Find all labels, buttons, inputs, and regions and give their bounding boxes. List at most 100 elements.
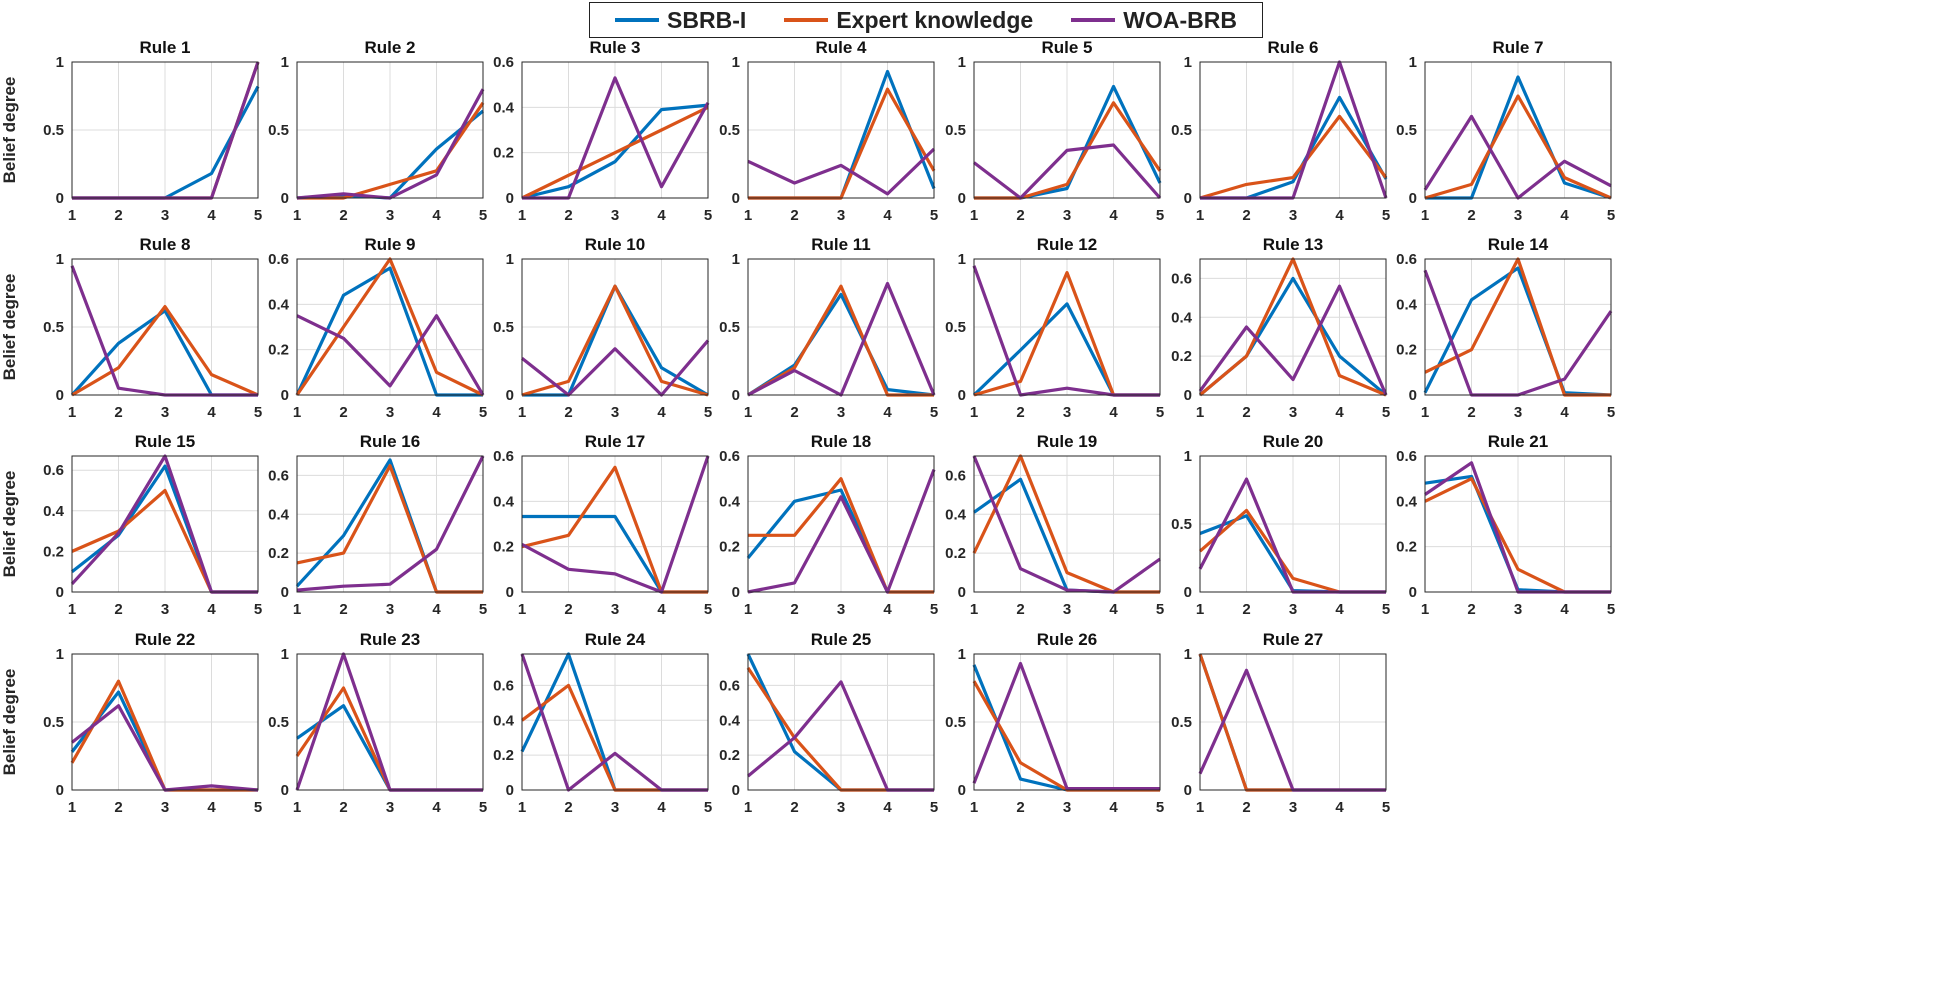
y-axis-label: Belief degree (0, 471, 19, 578)
x-tick-label: 5 (1382, 207, 1390, 224)
series-line (521, 103, 709, 200)
series-line (973, 143, 1162, 200)
x-tick-label: 5 (479, 207, 487, 224)
y-tick-label: 1 (1184, 646, 1192, 663)
y-tick-label: 1 (958, 646, 966, 663)
x-tick-label: 5 (1382, 601, 1390, 618)
x-tick-label: 2 (564, 601, 572, 618)
x-tick-label: 4 (1560, 601, 1569, 618)
x-tick-label: 1 (293, 207, 301, 224)
subplot: 1 2 3 4 5 0 0.2 0.4 0.6 Rule 19 (945, 432, 1164, 618)
x-tick-label: 4 (1109, 207, 1118, 224)
subplot: 1 2 3 4 5 0 0.2 0.4 0.6 Rule 25 (719, 630, 938, 816)
x-tick-label: 2 (790, 799, 798, 816)
axes-box (296, 653, 484, 791)
y-tick-label: 0 (958, 387, 966, 404)
y-tick-label: 0.6 (268, 251, 289, 268)
x-tick-label: 5 (1607, 601, 1615, 618)
x-tick-label: 3 (1514, 207, 1522, 224)
y-tick-label: 0.2 (493, 145, 514, 162)
x-tick-label: 1 (1421, 601, 1429, 618)
y-tick-label: 0.5 (43, 122, 64, 139)
x-tick-label: 3 (837, 207, 845, 224)
x-tick-label: 3 (161, 601, 169, 618)
y-tick-label: 0.4 (493, 712, 515, 729)
y-tick-label: 0.2 (945, 545, 966, 562)
y-tick-label: 0.6 (43, 462, 64, 479)
y-tick-label: 0.6 (1171, 270, 1192, 287)
legend-label: SBRB-I (667, 6, 747, 33)
y-tick-label: 0.4 (268, 506, 290, 523)
legend-item: WOA-BRB (1071, 7, 1237, 34)
axes-box (296, 258, 484, 396)
subplot-title: Rule 5 (1041, 38, 1092, 57)
x-tick-label: 3 (1289, 404, 1297, 421)
y-tick-label: 0.4 (268, 296, 290, 313)
x-tick-label: 2 (1242, 404, 1250, 421)
subplot-title: Rule 10 (585, 235, 645, 254)
x-tick-label: 5 (479, 404, 487, 421)
y-tick-label: 1 (281, 646, 289, 663)
x-tick-label: 1 (518, 799, 526, 816)
y-tick-label: 0.6 (719, 448, 740, 465)
subplot-title: Rule 22 (135, 630, 195, 649)
y-tick-label: 0.6 (493, 54, 514, 71)
subplot: 1 2 3 4 5 0 0.5 1 Rule 26 (945, 630, 1164, 816)
axes-box (1424, 455, 1612, 593)
subplot-title: Rule 6 (1267, 38, 1318, 57)
subplot-title: Rule 8 (139, 235, 190, 254)
x-tick-label: 5 (1607, 207, 1615, 224)
subplot: 1 2 3 4 5 0 0.2 0.4 0.6 Rule 18 (719, 432, 938, 618)
y-tick-label: 0.5 (43, 714, 64, 731)
y-tick-label: 0.6 (1396, 251, 1417, 268)
x-tick-label: 4 (432, 601, 441, 618)
legend-swatch (1071, 18, 1116, 22)
y-tick-label: 0.4 (493, 493, 515, 510)
y-tick-label: 0 (281, 584, 289, 601)
y-tick-label: 0.4 (493, 99, 515, 116)
y-tick-label: 0 (732, 387, 740, 404)
y-tick-label: 0.2 (268, 342, 289, 359)
axes-box (296, 455, 484, 593)
x-tick-label: 1 (68, 799, 76, 816)
series-line (296, 314, 485, 396)
series-line (71, 305, 259, 397)
y-tick-label: 0.2 (268, 545, 289, 562)
y-axis-label: Belief degree (0, 274, 19, 381)
x-tick-label: 4 (1335, 601, 1344, 618)
series-line (747, 147, 936, 196)
axes-box (747, 653, 935, 791)
subplot-title: Rule 21 (1488, 432, 1548, 451)
axes-box (71, 653, 259, 791)
x-tick-label: 3 (1289, 601, 1297, 618)
y-axis-label: Belief degree (0, 669, 19, 776)
x-tick-label: 4 (432, 404, 441, 421)
subplot-title: Rule 26 (1037, 630, 1097, 649)
legend-item: SBRB-I (615, 7, 746, 34)
axes-box (973, 653, 1161, 791)
y-tick-label: 0 (1184, 387, 1192, 404)
y-tick-label: 0.6 (945, 467, 966, 484)
legend-swatch (784, 18, 829, 22)
y-tick-label: 0 (732, 190, 740, 207)
x-tick-label: 2 (114, 601, 122, 618)
x-tick-label: 5 (704, 601, 712, 618)
subplot: 1 2 3 4 5 0 0.5 1 Rule 22 Belief degree (0, 630, 262, 816)
axes-box (521, 653, 709, 791)
subplot-title: Rule 27 (1263, 630, 1323, 649)
y-tick-label: 0 (732, 584, 740, 601)
axes-box (1199, 258, 1387, 396)
axes-box (521, 258, 709, 396)
y-tick-label: 1 (1409, 54, 1417, 71)
x-tick-label: 1 (970, 207, 978, 224)
x-tick-label: 3 (611, 207, 619, 224)
x-tick-label: 5 (1156, 404, 1164, 421)
y-tick-label: 1 (56, 54, 64, 71)
x-tick-label: 2 (339, 601, 347, 618)
y-tick-label: 0.4 (43, 503, 65, 520)
subplot-title: Rule 1 (139, 38, 190, 57)
x-tick-label: 1 (68, 207, 76, 224)
y-tick-label: 0.4 (945, 506, 967, 523)
x-tick-label: 2 (790, 207, 798, 224)
series-line (972, 455, 1161, 594)
